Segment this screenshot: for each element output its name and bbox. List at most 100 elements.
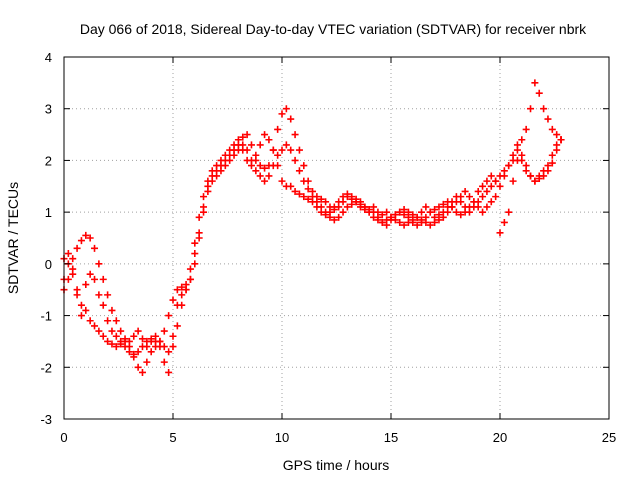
data-point (300, 193, 308, 201)
data-point (387, 216, 395, 224)
data-point (291, 131, 299, 139)
data-point (104, 291, 112, 299)
data-point (487, 172, 495, 180)
data-point (483, 203, 491, 211)
data-point (191, 239, 199, 247)
data-point (339, 193, 347, 201)
data-point (86, 317, 94, 325)
data-point (322, 198, 330, 206)
data-point (474, 203, 482, 211)
data-point (474, 187, 482, 195)
data-point (82, 281, 90, 289)
data-point (130, 350, 138, 358)
data-point (409, 218, 417, 226)
data-point (295, 146, 303, 154)
data-point (95, 260, 103, 268)
data-point (461, 208, 469, 216)
data-point (435, 203, 443, 211)
data-point (418, 218, 426, 226)
data-point (108, 306, 116, 314)
data-point (213, 167, 221, 175)
data-point (404, 213, 412, 221)
data-point (99, 275, 107, 283)
data-point (505, 208, 513, 216)
data-point (291, 187, 299, 195)
data-point (500, 218, 508, 226)
data-point (191, 250, 199, 258)
data-point (287, 146, 295, 154)
data-point (147, 348, 155, 356)
data-point (295, 167, 303, 175)
data-point (178, 291, 186, 299)
data-point (527, 105, 535, 113)
y-tick-label: 0 (45, 257, 52, 272)
data-point (479, 193, 487, 201)
data-point (343, 190, 351, 198)
data-point (330, 203, 338, 211)
x-tick-label: 10 (275, 430, 289, 445)
data-point (444, 198, 452, 206)
data-point (548, 159, 556, 167)
data-point (143, 358, 151, 366)
data-point (221, 156, 229, 164)
data-point (483, 177, 491, 185)
data-point (457, 193, 465, 201)
data-point (274, 162, 282, 170)
data-point (413, 221, 421, 229)
data-point (317, 195, 325, 203)
data-point (274, 125, 282, 133)
data-point (431, 206, 439, 214)
data-points-layer (60, 79, 565, 376)
data-point (138, 368, 146, 376)
data-point (77, 237, 85, 245)
data-point (217, 162, 225, 170)
plot-frame (63, 56, 610, 420)
data-point (112, 332, 120, 340)
data-point (173, 322, 181, 330)
data-point (317, 208, 325, 216)
y-axis-title: SDTVAR / TECUs (5, 182, 21, 294)
data-point (479, 208, 487, 216)
data-point (77, 312, 85, 320)
data-point (69, 255, 77, 263)
data-point (322, 211, 330, 219)
data-point (134, 327, 142, 335)
data-point (278, 146, 286, 154)
data-point (86, 234, 94, 242)
data-point (330, 216, 338, 224)
data-point (169, 296, 177, 304)
data-point (134, 348, 142, 356)
data-point (160, 358, 168, 366)
y-tick-label: 1 (45, 205, 52, 220)
data-point (492, 177, 500, 185)
data-point (200, 193, 208, 201)
data-point (426, 221, 434, 229)
data-point (378, 218, 386, 226)
data-point (117, 337, 125, 345)
data-point (160, 327, 168, 335)
data-point (226, 151, 234, 159)
data-point (147, 335, 155, 343)
data-point (452, 198, 460, 206)
data-point (156, 343, 164, 351)
y-tick-label: -3 (40, 412, 52, 427)
data-point (391, 211, 399, 219)
data-point (400, 211, 408, 219)
data-point (540, 172, 548, 180)
grid-layer (64, 57, 609, 419)
data-point (178, 283, 186, 291)
data-point (99, 301, 107, 309)
data-point (182, 286, 190, 294)
data-point (448, 203, 456, 211)
data-point (287, 115, 295, 123)
data-point (282, 141, 290, 149)
data-point (261, 131, 269, 139)
data-point (112, 343, 120, 351)
data-point (243, 156, 251, 164)
data-point (77, 301, 85, 309)
data-point (165, 368, 173, 376)
data-point (356, 198, 364, 206)
data-point (91, 322, 99, 330)
data-point (69, 265, 77, 273)
data-point (544, 167, 552, 175)
